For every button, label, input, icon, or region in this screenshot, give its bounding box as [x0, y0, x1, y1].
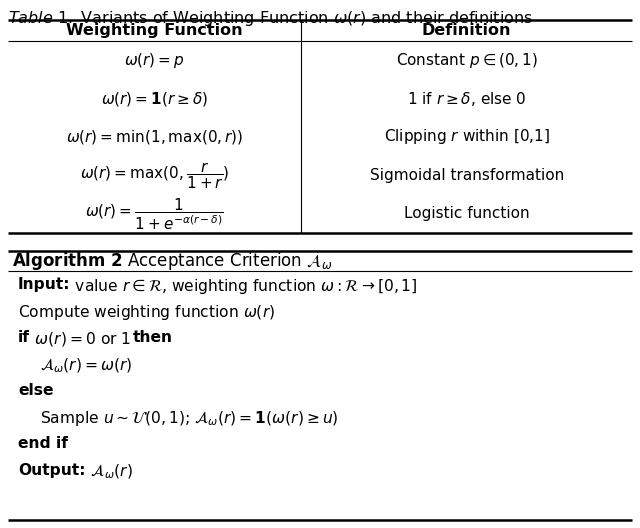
Text: $\mathcal{A}_{\omega}(r) = \omega(r)$: $\mathcal{A}_{\omega}(r) = \omega(r)$ [40, 356, 132, 375]
Text: $\omega(r) = \max(0, \dfrac{r}{1+r})$: $\omega(r) = \max(0, \dfrac{r}{1+r})$ [80, 160, 229, 191]
Text: Output:: Output: [18, 463, 86, 477]
Text: $\bf{Algorithm\ 2}$ Acceptance Criterion $\mathcal{A}_{\omega}$: $\bf{Algorithm\ 2}$ Acceptance Criterion… [12, 250, 332, 272]
Text: else: else [18, 383, 54, 398]
Text: 1 if $r \geq \delta$, else 0: 1 if $r \geq \delta$, else 0 [407, 90, 526, 108]
Text: $\omega(r) = \dfrac{1}{1+e^{-\alpha(r-\delta)}}$: $\omega(r) = \dfrac{1}{1+e^{-\alpha(r-\d… [85, 196, 224, 232]
Text: Weighting Function: Weighting Function [67, 23, 243, 38]
Text: $\omega(r) = p$: $\omega(r) = p$ [124, 51, 185, 70]
Text: Logistic function: Logistic function [404, 206, 529, 221]
Text: Definition: Definition [422, 23, 511, 38]
Text: if: if [18, 330, 30, 345]
Text: Sigmoidal transformation: Sigmoidal transformation [369, 168, 564, 183]
Text: $\omega(r) = \mathbf{1}(r \geq \delta)$: $\omega(r) = \mathbf{1}(r \geq \delta)$ [101, 90, 208, 108]
Text: Constant $p \in (0, 1)$: Constant $p \in (0, 1)$ [396, 51, 538, 70]
Text: Compute weighting function $\omega(r)$: Compute weighting function $\omega(r)$ [18, 304, 275, 323]
Text: end if: end if [18, 436, 68, 451]
Text: Clipping $r$ within [0,1]: Clipping $r$ within [0,1] [383, 127, 550, 146]
Text: Input:: Input: [18, 277, 70, 292]
Text: $\omega(r) = \min(1, \max(0, r))$: $\omega(r) = \min(1, \max(0, r))$ [66, 128, 243, 146]
Text: $\mathcal{A}_{\omega}(r)$: $\mathcal{A}_{\omega}(r)$ [86, 463, 132, 481]
Text: $\mathit{Table\ 1.}$ Variants of Weighting Function $\omega(r)$ and their defini: $\mathit{Table\ 1.}$ Variants of Weighti… [8, 9, 533, 28]
Text: value $r \in \mathcal{R}$, weighting function $\omega : \mathcal{R} \rightarrow : value $r \in \mathcal{R}$, weighting fun… [70, 277, 418, 296]
Text: Sample $u \sim \mathcal{U}(0, 1)$; $\mathcal{A}_{\omega}(r) = \mathbf{1}(\omega(: Sample $u \sim \mathcal{U}(0, 1)$; $\mat… [40, 410, 339, 429]
Text: then: then [133, 330, 173, 345]
Text: $\omega(r) = 0$ or 1: $\omega(r) = 0$ or 1 [30, 330, 133, 348]
